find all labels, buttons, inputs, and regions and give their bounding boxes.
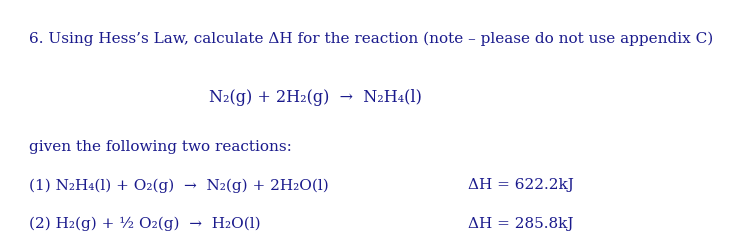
Text: 6. Using Hess’s Law, calculate ΔH for the reaction (note – please do not use app: 6. Using Hess’s Law, calculate ΔH for th…	[29, 31, 714, 46]
Text: (2) H₂(g) + ½ O₂(g)  →  H₂O(l): (2) H₂(g) + ½ O₂(g) → H₂O(l)	[29, 217, 261, 231]
Text: ΔH = 622.2kJ: ΔH = 622.2kJ	[468, 178, 575, 192]
Text: given the following two reactions:: given the following two reactions:	[29, 140, 292, 154]
Text: ΔH = 285.8kJ: ΔH = 285.8kJ	[468, 217, 574, 231]
Text: (1) N₂H₄(l) + O₂(g)  →  N₂(g) + 2H₂O(l): (1) N₂H₄(l) + O₂(g) → N₂(g) + 2H₂O(l)	[29, 178, 329, 193]
Text: N₂(g) + 2H₂(g)  →  N₂H₄(l): N₂(g) + 2H₂(g) → N₂H₄(l)	[209, 89, 422, 106]
